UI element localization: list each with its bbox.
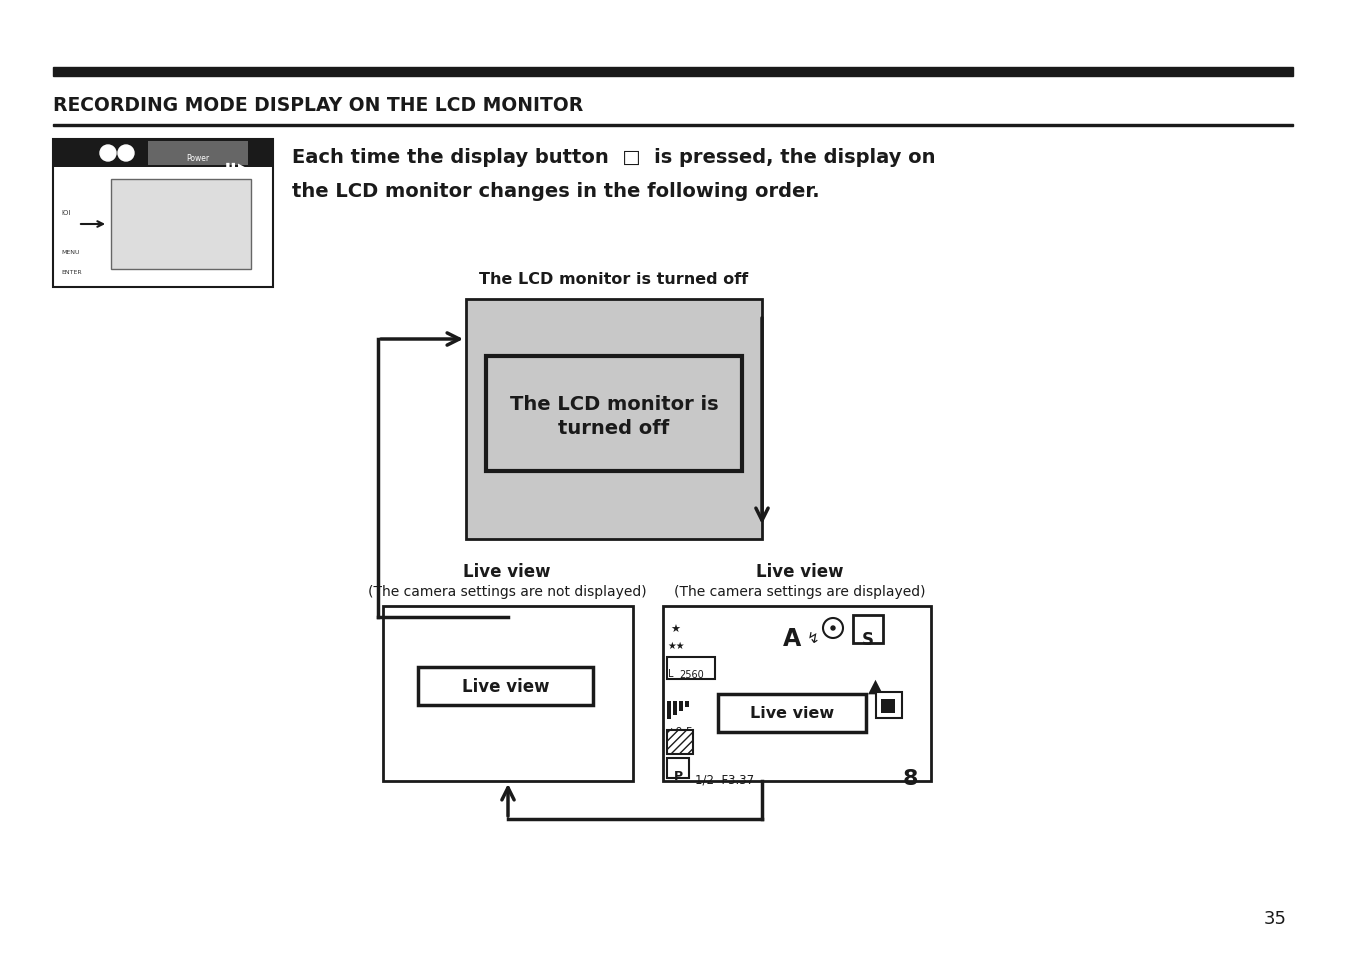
Text: P: P [673, 769, 682, 782]
Bar [685, 701, 689, 707]
Bar [876, 692, 902, 719]
Bar [419, 667, 594, 705]
Text: ▶: ▶ [238, 162, 245, 172]
Text: Power: Power [187, 153, 210, 163]
Bar [668, 701, 672, 720]
Bar [668, 730, 693, 754]
Bar [717, 695, 865, 732]
Bar [52, 68, 1294, 77]
Text: turned off: turned off [559, 418, 669, 437]
Text: the LCD monitor changes in the following order.: the LCD monitor changes in the following… [292, 182, 820, 201]
Text: Live view: Live view [463, 562, 551, 580]
Text: The LCD monitor is: The LCD monitor is [510, 395, 719, 414]
Text: S: S [861, 630, 874, 648]
Bar [110, 180, 250, 270]
Text: 8: 8 [903, 768, 918, 788]
Text: L: L [668, 668, 673, 679]
Bar [673, 701, 677, 716]
Bar [664, 606, 931, 781]
Bar [52, 140, 273, 288]
Circle shape [830, 626, 835, 630]
Text: The LCD monitor is turned off: The LCD monitor is turned off [479, 272, 748, 287]
Text: A: A [783, 626, 801, 650]
Text: ★: ★ [670, 624, 680, 635]
Text: +0.5: +0.5 [668, 726, 695, 737]
Text: RECORDING MODE DISPLAY ON THE LCD MONITOR: RECORDING MODE DISPLAY ON THE LCD MONITO… [52, 96, 583, 115]
Bar [678, 701, 682, 711]
Text: ↯: ↯ [808, 630, 820, 645]
Text: ENTER: ENTER [61, 270, 82, 274]
Text: IOI: IOI [61, 210, 70, 215]
Text: ▲: ▲ [868, 677, 883, 696]
Bar [486, 356, 742, 472]
Text: ★★: ★★ [668, 640, 685, 650]
Bar [882, 700, 895, 713]
Text: (The camera settings are not displayed): (The camera settings are not displayed) [367, 584, 646, 598]
Text: ▐▐: ▐▐ [223, 162, 236, 171]
Bar [148, 142, 248, 166]
Text: Live view: Live view [756, 562, 844, 580]
Bar [384, 606, 633, 781]
Bar [668, 658, 715, 679]
Circle shape [822, 618, 843, 639]
Bar [668, 759, 689, 779]
Text: MENU: MENU [61, 250, 79, 254]
Text: Live view: Live view [750, 706, 835, 720]
Text: 2560: 2560 [678, 669, 704, 679]
Bar [52, 125, 1294, 127]
Text: Each time the display button  □  is pressed, the display on: Each time the display button □ is presse… [292, 148, 935, 167]
Circle shape [100, 146, 116, 162]
Text: (The camera settings are displayed): (The camera settings are displayed) [674, 584, 926, 598]
Bar [466, 299, 762, 539]
Text: Live view: Live view [462, 678, 549, 696]
Text: 35: 35 [1264, 909, 1287, 927]
Bar [52, 140, 273, 168]
Bar [853, 616, 883, 643]
Text: 1/2  F3.37: 1/2 F3.37 [695, 773, 754, 786]
Circle shape [118, 146, 135, 162]
